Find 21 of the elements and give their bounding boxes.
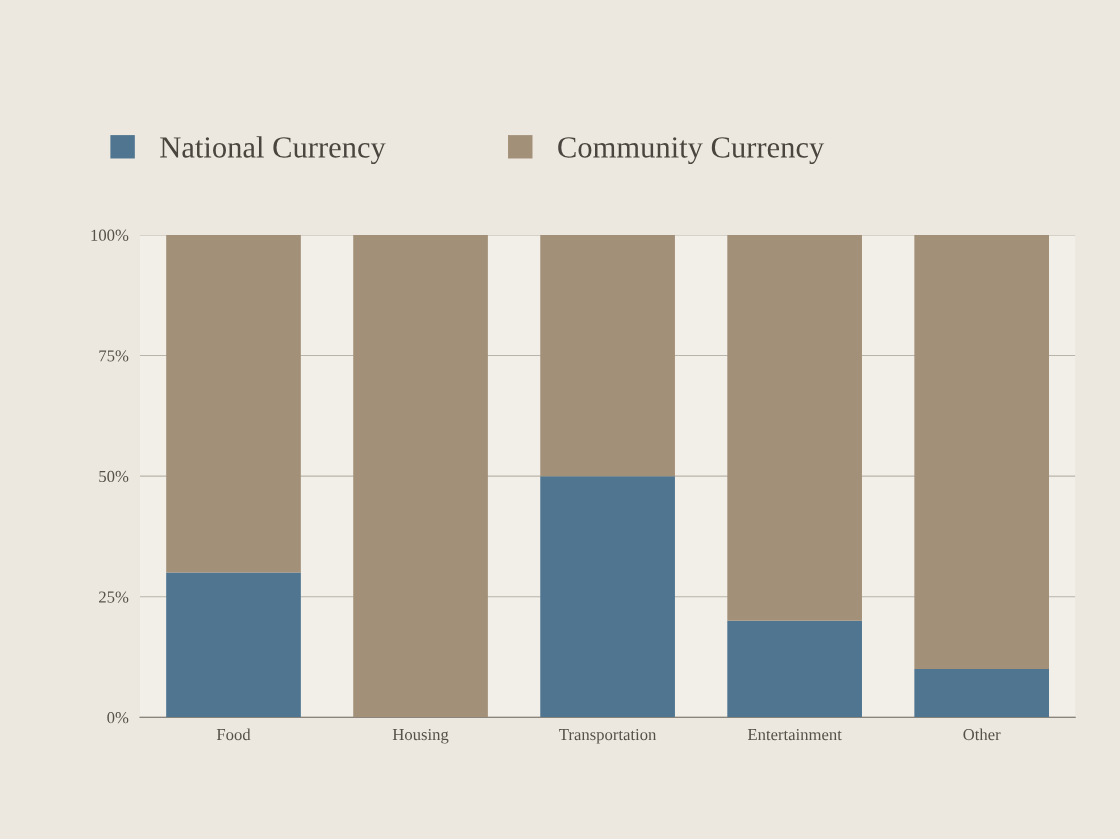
x-tick-label: Housing	[392, 728, 449, 744]
bar	[166, 572, 301, 718]
y-tick-label: 25%	[99, 591, 129, 603]
bar	[914, 234, 1050, 670]
bar	[727, 620, 862, 718]
x-tick-label: Transportation	[559, 728, 657, 744]
y-tick-label: 75%	[99, 350, 129, 362]
x-tick-label: Food	[216, 728, 251, 741]
bar	[166, 234, 301, 573]
bar	[540, 234, 675, 477]
legend-label: Community Currency	[558, 137, 825, 164]
legend-label: National Currency	[160, 136, 386, 164]
y-tick-label: 50%	[99, 470, 129, 483]
x-tick-label: Entertainment	[747, 728, 842, 741]
y-tick-label: 100%	[91, 229, 129, 241]
x-tick-label: Other	[963, 728, 1001, 741]
bar	[540, 476, 675, 718]
bar	[914, 669, 1050, 718]
bar	[727, 234, 862, 621]
bar	[353, 234, 488, 718]
y-tick-label: 0%	[107, 712, 129, 724]
